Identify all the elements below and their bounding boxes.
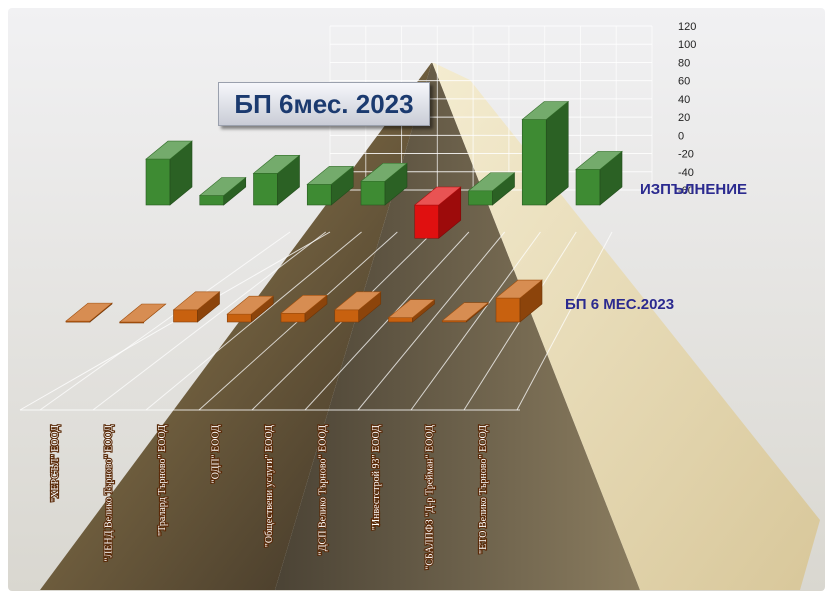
z-tick-label: 0 xyxy=(678,130,684,142)
z-tick-label: 100 xyxy=(678,39,696,51)
bar-series2-6 xyxy=(333,291,382,323)
z-tick-label: 40 xyxy=(678,94,690,106)
z-tick-label: 80 xyxy=(678,57,690,69)
category-label: "СБАЛПФЗ "Д-р Трейман" ЕООД xyxy=(425,425,436,570)
gridline-floor xyxy=(357,231,506,411)
z-tick-label: 20 xyxy=(678,112,690,124)
bar-series2-9 xyxy=(495,279,543,323)
z-tick-label: -40 xyxy=(678,167,694,179)
category-label: "Инвестстрой 93" ЕООД xyxy=(371,425,382,530)
category-label: "Обществени услуги" ЕООД xyxy=(264,425,275,547)
gridline-floor xyxy=(410,231,541,411)
bar-series1-3 xyxy=(252,154,301,206)
legend-series-1: ИЗПЪЛНЕНИЕ xyxy=(640,181,747,198)
gridline-floor xyxy=(145,231,362,411)
gridline-floor xyxy=(304,231,470,411)
category-label: "ХЕРСЪЛ" ЕООД xyxy=(50,425,61,502)
gridline-floor xyxy=(39,231,291,411)
bar-series1-7 xyxy=(467,172,516,206)
bar-series2-3 xyxy=(172,291,221,323)
bar-series2-2 xyxy=(118,303,167,324)
bar-series1-4 xyxy=(306,165,355,206)
bar-series2-4 xyxy=(226,295,275,323)
bar-series1-6 xyxy=(413,186,462,239)
bar-series2-1 xyxy=(65,302,113,323)
bar-series1-8 xyxy=(521,100,570,206)
category-label: "ЛЕНД Велико Търново" ЕООД xyxy=(104,425,115,562)
bar-series1-1 xyxy=(145,140,193,206)
category-label: "ДСП Велико Търново" ЕООД xyxy=(318,425,329,556)
bar-series2-5 xyxy=(280,294,328,323)
category-label: "ЕТО Велико Търново" ЕООД xyxy=(478,425,489,554)
bar-series2-8 xyxy=(441,302,490,323)
chart-title: БП 6мес. 2023 xyxy=(234,89,414,119)
legend-series-2: БП 6 МЕС.2023 xyxy=(565,296,675,313)
pyramid-right-face xyxy=(275,62,640,590)
gridline-floor xyxy=(92,231,327,411)
bar-series1-9 xyxy=(575,150,623,206)
category-label: "ОДП" ЕООД xyxy=(211,425,222,483)
chart-title-box: БП 6мес. 2023 xyxy=(218,82,430,126)
z-tick-label: -20 xyxy=(678,149,694,161)
gridline-floor xyxy=(516,231,613,411)
z-tick-label: 60 xyxy=(678,76,690,88)
bar-series2-7 xyxy=(387,299,436,323)
z-tick-label: -60 xyxy=(678,185,694,197)
bar-series1-5 xyxy=(360,162,408,206)
bar-series1-2 xyxy=(198,176,247,206)
category-label: "Тралард Търново" ЕООД xyxy=(157,425,168,536)
z-tick-label: 120 xyxy=(678,21,696,33)
